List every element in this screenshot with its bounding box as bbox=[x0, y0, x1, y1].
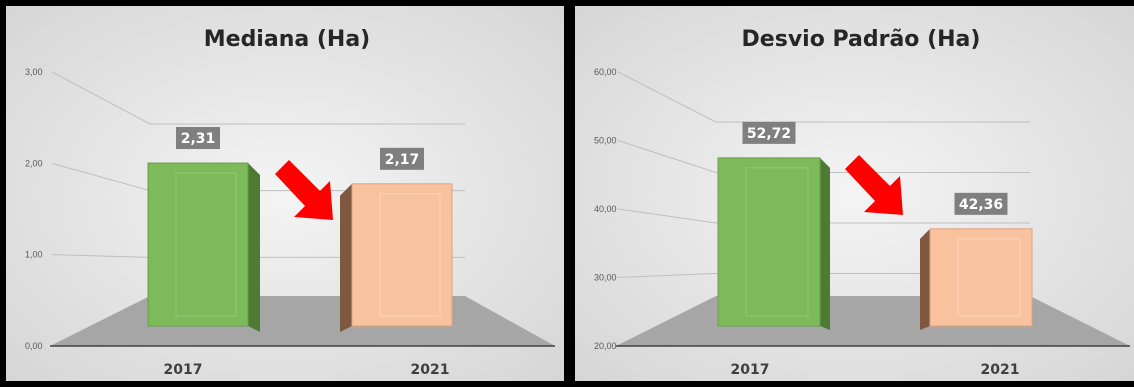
bar-side bbox=[820, 157, 830, 330]
gridline bbox=[617, 140, 1030, 173]
red-arrow-icon bbox=[275, 160, 333, 220]
data-label-box bbox=[176, 127, 220, 150]
bar-front bbox=[351, 183, 453, 327]
bar-inner-edge bbox=[957, 238, 1021, 317]
bar-side bbox=[340, 183, 352, 332]
data-label: 2,17 bbox=[385, 152, 420, 168]
chart-desvio-padrao: Desvio Padrão (Ha) 20,00 30,00 40,00 50,00 60… bbox=[575, 6, 1134, 381]
x-category-label: 2017 bbox=[731, 362, 770, 378]
bar-side bbox=[920, 228, 930, 330]
gridline bbox=[617, 208, 1030, 224]
y-tick-label: 0,00 bbox=[25, 341, 43, 351]
bar-2021 bbox=[920, 228, 1033, 330]
bar-inner-edge bbox=[745, 167, 809, 317]
data-label-box bbox=[742, 121, 796, 144]
bar-inner-edge bbox=[175, 172, 237, 317]
bar-2021 bbox=[340, 183, 453, 332]
data-label-box bbox=[954, 192, 1008, 215]
y-tick-label: 50,00 bbox=[594, 136, 617, 146]
y-tick-label: 1,00 bbox=[25, 250, 43, 260]
y-tick-label: 3,00 bbox=[25, 67, 43, 77]
bar-2017 bbox=[147, 162, 260, 332]
data-label: 52,72 bbox=[747, 126, 791, 142]
x-category-label: 2017 bbox=[164, 362, 203, 378]
x-category-label: 2021 bbox=[411, 362, 450, 378]
gridline bbox=[617, 71, 1030, 123]
x-category-label: 2021 bbox=[981, 362, 1020, 378]
y-tick-label: 2,00 bbox=[25, 158, 43, 168]
chart-title: Desvio Padrão (Ha) bbox=[742, 27, 981, 52]
data-label-box bbox=[380, 147, 424, 170]
red-arrow-icon bbox=[845, 155, 903, 215]
bar-front bbox=[147, 162, 249, 327]
data-label: 42,36 bbox=[959, 197, 1003, 213]
y-tick-label: 30,00 bbox=[594, 273, 617, 283]
y-tick-label: 60,00 bbox=[594, 67, 617, 77]
y-tick-label: 20,00 bbox=[594, 341, 617, 351]
bar-2017 bbox=[717, 157, 830, 330]
data-label: 2,31 bbox=[181, 131, 216, 147]
bar-front bbox=[929, 228, 1033, 327]
gridline bbox=[51, 71, 465, 125]
bar-side bbox=[248, 163, 260, 332]
chart-title: Mediana (Ha) bbox=[204, 27, 370, 52]
bar-inner-edge bbox=[379, 193, 441, 317]
y-tick-label: 40,00 bbox=[594, 204, 617, 214]
chart-mediana: Mediana (Ha) 0,00 1,00 2,00 3,00 2,31 2017 2,17… bbox=[6, 6, 564, 381]
bar-front bbox=[717, 157, 821, 327]
